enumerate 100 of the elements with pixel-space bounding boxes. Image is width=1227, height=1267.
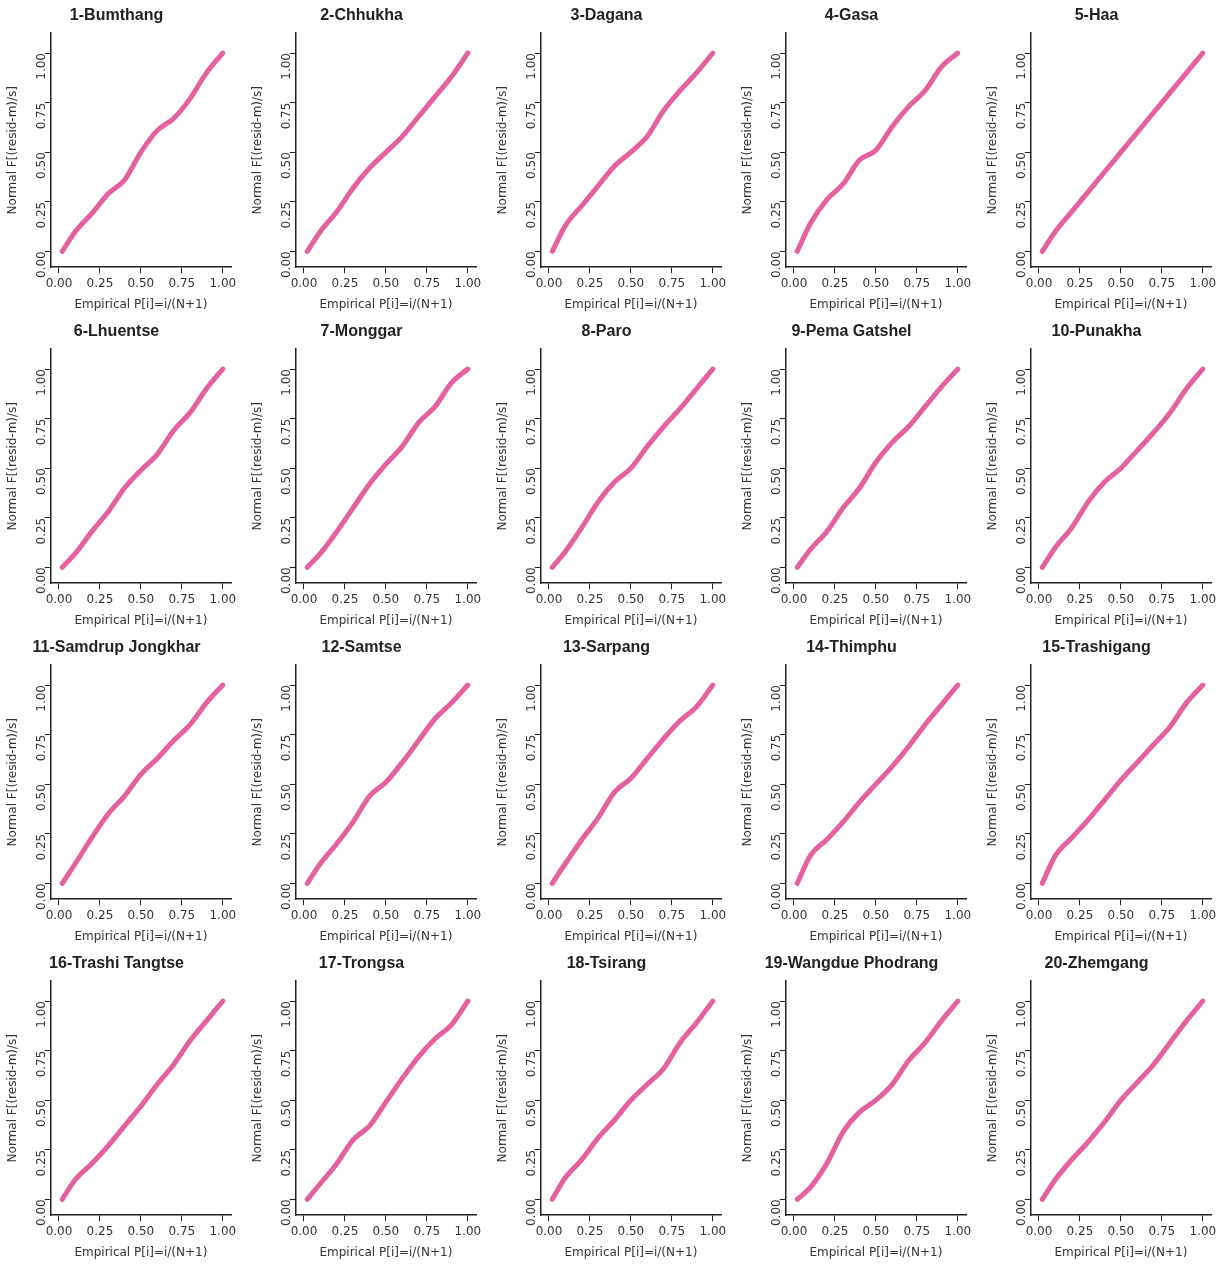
y-tick-label: 0.50 bbox=[523, 1100, 538, 1127]
chart-title: 15-Trashigang bbox=[1042, 638, 1151, 656]
y-axis-title: Normal F[(resid-m)/s] bbox=[985, 401, 1000, 531]
x-tick-label: 0.00 bbox=[535, 1223, 563, 1238]
y-tick-label: 0.25 bbox=[523, 201, 538, 229]
y-axis-title: Normal F[(resid-m)/s] bbox=[985, 1033, 1000, 1163]
y-tick-label: 0.50 bbox=[278, 1100, 293, 1127]
y-tick-label: 0.25 bbox=[523, 833, 538, 861]
y-tick-label: 0.50 bbox=[278, 784, 293, 811]
y-axis-title: Normal F[(resid-m)/s] bbox=[495, 717, 510, 847]
y-tick-label: 0.50 bbox=[768, 152, 783, 179]
y-tick-label: 1.00 bbox=[33, 369, 48, 396]
x-tick-label: 1.00 bbox=[944, 591, 972, 606]
y-tick-label: 0.75 bbox=[1013, 102, 1028, 130]
chart-title: 10-Punakha bbox=[1051, 322, 1142, 340]
y-tick-label: 0.75 bbox=[768, 418, 783, 446]
x-tick-label: 0.50 bbox=[617, 907, 645, 922]
chart-title: 16-Trashi Tangtse bbox=[49, 954, 185, 972]
x-axis-title: Empirical P[i]=i/(N+1) bbox=[809, 612, 943, 627]
y-tick-label: 1.00 bbox=[768, 53, 783, 80]
y-axis-title: Normal F[(resid-m)/s] bbox=[5, 717, 20, 847]
x-tick-label: 0.50 bbox=[1107, 907, 1135, 922]
y-tick-label: 0.50 bbox=[33, 784, 48, 811]
y-tick-label: 0.50 bbox=[768, 784, 783, 811]
y-axis-title: Normal F[(resid-m)/s] bbox=[740, 85, 755, 215]
y-tick-label: 0.25 bbox=[33, 1149, 48, 1177]
y-tick-label: 0.75 bbox=[278, 734, 293, 762]
y-tick-label: 0.25 bbox=[278, 833, 293, 861]
y-tick-label: 0.25 bbox=[33, 201, 48, 229]
x-tick-label: 0.75 bbox=[1148, 591, 1176, 606]
y-tick-label: 0.50 bbox=[33, 1100, 48, 1127]
x-axis-title: Empirical P[i]=i/(N+1) bbox=[809, 296, 943, 311]
y-tick-label: 0.25 bbox=[1013, 833, 1028, 861]
x-tick-label: 0.50 bbox=[127, 275, 155, 290]
x-axis-title: Empirical P[i]=i/(N+1) bbox=[1054, 1244, 1188, 1259]
y-tick-label: 0.25 bbox=[768, 201, 783, 229]
x-tick-label: 0.75 bbox=[1148, 1223, 1176, 1238]
x-tick-label: 0.25 bbox=[821, 591, 849, 606]
x-tick-label: 0.50 bbox=[127, 591, 155, 606]
y-tick-label: 0.75 bbox=[278, 418, 293, 446]
x-tick-label: 1.00 bbox=[944, 1223, 972, 1238]
y-axis-title: Normal F[(resid-m)/s] bbox=[5, 1033, 20, 1163]
x-tick-label: 0.75 bbox=[413, 591, 441, 606]
y-axis-title: Normal F[(resid-m)/s] bbox=[250, 401, 265, 531]
y-tick-label: 0.50 bbox=[1013, 468, 1028, 495]
y-tick-label: 0.25 bbox=[1013, 1149, 1028, 1177]
y-axis-title: Normal F[(resid-m)/s] bbox=[495, 1033, 510, 1163]
x-tick-label: 0.75 bbox=[168, 907, 196, 922]
x-tick-label: 0.00 bbox=[290, 275, 318, 290]
x-tick-label: 0.50 bbox=[1107, 1223, 1135, 1238]
x-tick-label: 0.75 bbox=[903, 275, 931, 290]
y-tick-label: 0.50 bbox=[1013, 152, 1028, 179]
y-tick-label: 0.75 bbox=[33, 734, 48, 762]
chart-title: 11-Samdrup Jongkhar bbox=[32, 638, 201, 656]
y-tick-label: 1.00 bbox=[768, 1001, 783, 1028]
x-tick-label: 0.50 bbox=[862, 907, 890, 922]
x-tick-label: 0.75 bbox=[168, 591, 196, 606]
x-tick-label: 0.00 bbox=[45, 907, 73, 922]
y-tick-label: 0.25 bbox=[523, 1149, 538, 1177]
x-tick-label: 0.25 bbox=[86, 275, 114, 290]
y-tick-label: 0.25 bbox=[278, 1149, 293, 1177]
x-tick-label: 0.00 bbox=[780, 1223, 808, 1238]
chart-title: 1-Bumthang bbox=[69, 6, 164, 24]
x-axis-title: Empirical P[i]=i/(N+1) bbox=[319, 1244, 453, 1259]
x-tick-label: 0.75 bbox=[903, 591, 931, 606]
y-tick-label: 0.25 bbox=[278, 517, 293, 545]
y-tick-label: 1.00 bbox=[523, 685, 538, 712]
y-tick-label: 0.50 bbox=[523, 152, 538, 179]
x-tick-label: 1.00 bbox=[209, 591, 237, 606]
x-tick-label: 0.00 bbox=[290, 591, 318, 606]
chart-title: 2-Chhukha bbox=[320, 6, 403, 24]
y-tick-label: 0.75 bbox=[523, 418, 538, 446]
y-tick-label: 0.75 bbox=[523, 1050, 538, 1078]
y-axis-title: Normal F[(resid-m)/s] bbox=[740, 717, 755, 847]
y-tick-label: 0.50 bbox=[33, 468, 48, 495]
x-tick-label: 0.25 bbox=[821, 907, 849, 922]
x-tick-label: 1.00 bbox=[699, 907, 727, 922]
x-axis-title: Empirical P[i]=i/(N+1) bbox=[74, 928, 208, 943]
y-tick-label: 0.25 bbox=[768, 833, 783, 861]
x-tick-label: 0.25 bbox=[1066, 591, 1094, 606]
x-axis-title: Empirical P[i]=i/(N+1) bbox=[564, 928, 698, 943]
y-tick-label: 1.00 bbox=[523, 53, 538, 80]
x-tick-label: 0.00 bbox=[780, 591, 808, 606]
y-tick-label: 0.75 bbox=[33, 102, 48, 130]
x-tick-label: 0.50 bbox=[372, 1223, 400, 1238]
chart-title: 8-Paro bbox=[581, 322, 632, 340]
chart-title: 5-Haa bbox=[1074, 6, 1119, 24]
x-tick-label: 0.25 bbox=[1066, 1223, 1094, 1238]
x-tick-label: 0.75 bbox=[658, 907, 686, 922]
x-tick-label: 0.25 bbox=[86, 591, 114, 606]
chart-title: 18-Tsirang bbox=[566, 954, 647, 972]
y-tick-label: 0.25 bbox=[768, 517, 783, 545]
x-tick-label: 0.75 bbox=[658, 275, 686, 290]
chart-title: 19-Wangdue Phodrang bbox=[764, 954, 939, 972]
y-tick-label: 0.50 bbox=[768, 468, 783, 495]
x-tick-label: 0.25 bbox=[576, 1223, 604, 1238]
x-axis-title: Empirical P[i]=i/(N+1) bbox=[564, 296, 698, 311]
y-axis-title: Normal F[(resid-m)/s] bbox=[495, 401, 510, 531]
x-tick-label: 1.00 bbox=[454, 1223, 482, 1238]
x-tick-label: 0.25 bbox=[576, 591, 604, 606]
